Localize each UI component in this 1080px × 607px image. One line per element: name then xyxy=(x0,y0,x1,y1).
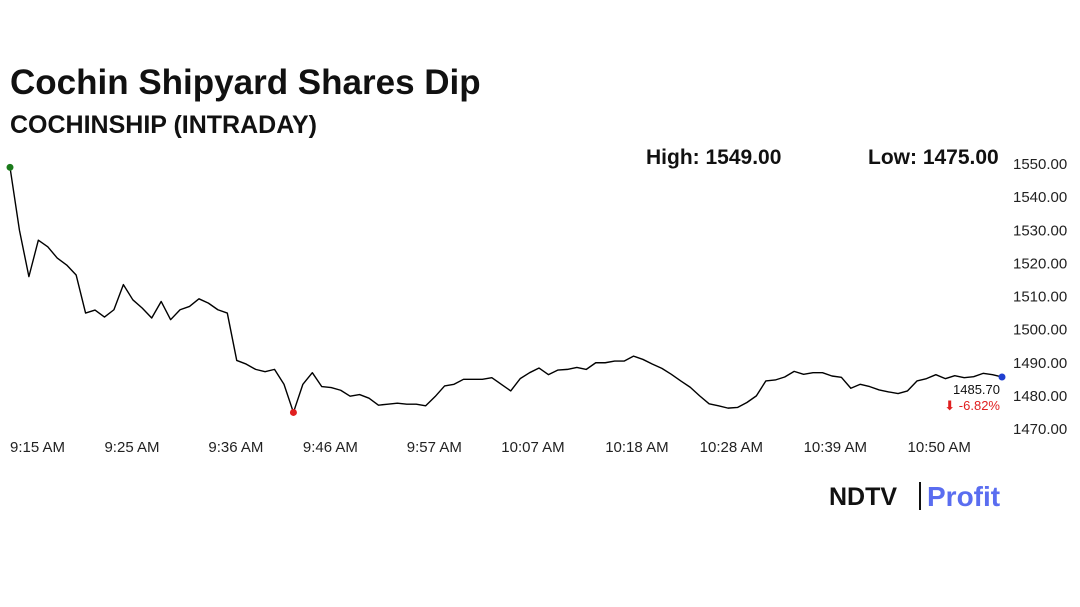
y-tick-label: 1510.00 xyxy=(1013,289,1067,306)
y-tick-label: 1500.00 xyxy=(1013,322,1067,339)
x-tick-label: 10:28 AM xyxy=(700,439,763,456)
x-tick-label: 9:57 AM xyxy=(407,439,462,456)
brand-product: Profit xyxy=(927,481,1000,512)
x-tick-label: 10:07 AM xyxy=(501,439,564,456)
y-tick-label: 1530.00 xyxy=(1013,222,1067,239)
y-tick-label: 1550.00 xyxy=(1013,156,1067,173)
y-tick-label: 1480.00 xyxy=(1013,388,1067,405)
last-marker xyxy=(998,373,1006,381)
change-label: ⬇ -6.82% xyxy=(944,398,1000,413)
chart-subtitle: COCHINSHIP (INTRADAY) xyxy=(10,111,317,139)
low-marker xyxy=(289,408,297,416)
y-tick-label: 1490.00 xyxy=(1013,355,1067,372)
x-tick-label: 9:25 AM xyxy=(104,439,159,456)
y-tick-label: 1520.00 xyxy=(1013,255,1067,272)
last-price-label: 1485.70 xyxy=(953,382,1000,397)
y-tick-label: 1540.00 xyxy=(1013,189,1067,206)
price-line xyxy=(9,167,1003,414)
x-tick-label: 10:39 AM xyxy=(804,439,867,456)
low-text: Low: 1475.00 xyxy=(868,146,999,169)
x-tick-label: 10:50 AM xyxy=(908,439,971,456)
y-tick-label: 1470.00 xyxy=(1013,421,1067,438)
x-tick-label: 9:15 AM xyxy=(10,439,65,456)
high-marker xyxy=(6,163,14,171)
x-tick-label: 9:36 AM xyxy=(208,439,263,456)
chart-title: Cochin Shipyard Shares Dip xyxy=(10,63,481,102)
x-tick-label: 9:46 AM xyxy=(303,439,358,456)
brand-name: NDTV xyxy=(829,483,897,511)
x-tick-label: 10:18 AM xyxy=(605,439,668,456)
high-text: High: 1549.00 xyxy=(646,146,781,169)
